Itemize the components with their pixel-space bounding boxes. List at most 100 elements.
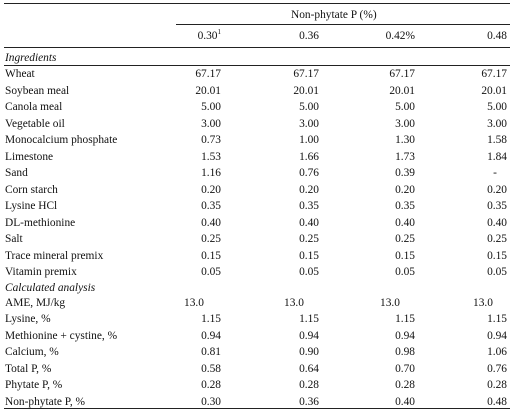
row-value: 0.90: [299, 346, 319, 358]
ingredients-section-title-row: Ingredients: [0, 50, 514, 66]
table-row: Canola meal 5.00 5.00 5.00 5.00: [0, 99, 514, 115]
row-value: 0.35: [299, 200, 319, 212]
row-value: 1.15: [299, 313, 319, 325]
row-value: 0.28: [395, 379, 415, 391]
row-value: 67.17: [293, 68, 319, 80]
row-value: 0.15: [201, 249, 221, 262]
row-value: -: [493, 167, 497, 179]
table-row: AME, MJ/kg 13.0 13.0 13.0 13.0: [0, 295, 514, 311]
row-value: 0.05: [299, 266, 319, 278]
row-value: 0.40: [395, 216, 415, 229]
row-value: 0.36: [299, 395, 319, 408]
row-label: Total P, %: [5, 362, 52, 375]
row-value: 0.39: [395, 167, 415, 179]
column-header-2: 0.42%: [385, 30, 415, 42]
row-value: 20.01: [293, 84, 319, 97]
table-row: Lysine, % 1.15 1.15 1.15 1.15: [0, 311, 514, 327]
row-value: 0.48: [487, 395, 507, 408]
row-value: 1.58: [487, 134, 507, 146]
row-value: 0.98: [395, 346, 415, 358]
row-label: Calcium, %: [5, 346, 59, 358]
row-value: 0.30: [201, 395, 221, 408]
row-label: Phytate P, %: [5, 379, 63, 391]
row-value: 1.06: [487, 346, 507, 358]
calculated-section-title-row: Calculated analysis: [0, 280, 514, 296]
row-value: 0.20: [487, 183, 507, 196]
table-row: Limestone 1.53 1.66 1.73 1.84: [0, 149, 514, 165]
row-value: 0.58: [201, 362, 221, 375]
row-label: Limestone: [5, 150, 54, 163]
row-value: 67.17: [389, 68, 415, 80]
row-value: 67.17: [195, 68, 221, 80]
row-value: 13.0: [284, 297, 304, 309]
column-header-row: 0.301 0.36 0.42% 0.48: [0, 28, 514, 44]
ingredients-title-rule: [4, 65, 510, 66]
row-value: 1.15: [201, 313, 221, 325]
row-value: 0.70: [395, 362, 415, 375]
table-row: Calcium, % 0.81 0.90 0.98 1.06: [0, 344, 514, 360]
row-value: 0.81: [201, 346, 221, 358]
column-header-3: 0.48: [487, 30, 507, 42]
row-value: 13.0: [184, 297, 204, 309]
row-label: Wheat: [5, 68, 35, 80]
table-row: Vitamin premix 0.05 0.05 0.05 0.05: [0, 264, 514, 280]
row-value: 0.35: [487, 200, 507, 212]
row-value: 0.05: [395, 266, 415, 278]
row-value: 1.53: [201, 150, 221, 163]
row-value: 5.00: [487, 101, 507, 113]
row-label: Vegetable oil: [5, 117, 65, 130]
row-value: 3.00: [201, 117, 221, 130]
row-value: 0.28: [487, 379, 507, 391]
non-phytate-p-group-label: Non-phytate P (%): [291, 9, 377, 21]
table-row: Total P, % 0.58 0.64 0.70 0.76: [0, 361, 514, 377]
row-value: 5.00: [299, 101, 319, 113]
row-value: 13.0: [473, 297, 493, 309]
row-label: DL-methionine: [5, 216, 76, 229]
row-value: 0.15: [487, 249, 507, 262]
group-header-rule: [176, 24, 510, 25]
table-row: Sand 1.16 0.76 0.39 -: [0, 165, 514, 181]
row-value: 0.25: [299, 233, 319, 245]
row-value: 0.35: [395, 200, 415, 212]
row-value: 20.01: [195, 84, 221, 97]
table-row: Wheat 67.17 67.17 67.17 67.17: [0, 66, 514, 82]
row-value: 0.20: [201, 183, 221, 196]
row-value: 0.15: [395, 249, 415, 262]
table-row: Non-phytate P, % 0.30 0.36 0.40 0.48: [0, 394, 514, 410]
calculated-section-title: Calculated analysis: [5, 282, 96, 294]
table-row: Corn starch 0.20 0.20 0.20 0.20: [0, 182, 514, 198]
row-value: 0.76: [487, 362, 507, 375]
row-value: 0.25: [487, 233, 507, 245]
row-value: 1.66: [299, 150, 319, 163]
row-value: 0.28: [299, 379, 319, 391]
row-value: 0.40: [395, 395, 415, 408]
row-value: 0.94: [487, 329, 507, 342]
row-value: 0.05: [487, 266, 507, 278]
row-label: Trace mineral premix: [5, 249, 104, 262]
row-value: 1.15: [395, 313, 415, 325]
row-label: Lysine HCl: [5, 200, 58, 212]
table-row: Vegetable oil 3.00 3.00 3.00 3.00: [0, 116, 514, 132]
row-label: Vitamin premix: [5, 266, 77, 278]
bottom-rule: [4, 408, 510, 409]
row-value: 0.64: [299, 362, 319, 375]
top-rule: [4, 3, 510, 4]
row-label: Soybean meal: [5, 84, 70, 97]
row-value: 3.00: [395, 117, 415, 130]
row-value: 0.20: [299, 183, 319, 196]
row-value: 1.73: [395, 150, 415, 163]
row-value: 5.00: [395, 101, 415, 113]
column-header-1: 0.36: [299, 30, 319, 42]
row-label: Salt: [5, 233, 23, 245]
row-value: 0.28: [201, 379, 221, 391]
row-value: 0.40: [299, 216, 319, 229]
row-value: 1.30: [395, 134, 415, 146]
row-value: 67.17: [481, 68, 507, 80]
row-value: 1.16: [201, 167, 221, 179]
row-value: 13.0: [380, 297, 400, 309]
row-value: 0.73: [201, 134, 221, 146]
row-value: 0.94: [299, 329, 319, 342]
row-value: 0.35: [201, 200, 221, 212]
row-value: 0.40: [201, 216, 221, 229]
